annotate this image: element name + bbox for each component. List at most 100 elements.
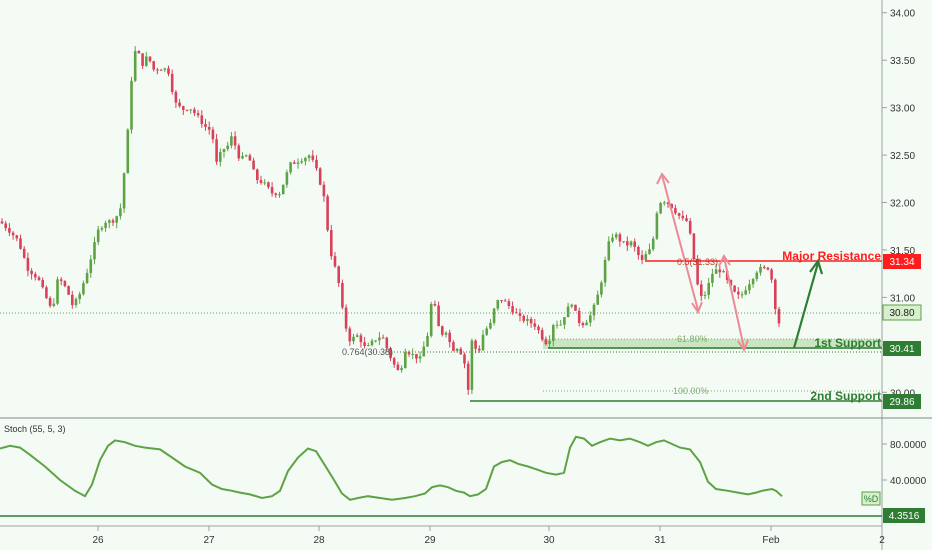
x-tick-label: 26 [92, 535, 104, 546]
candle-body [441, 326, 444, 335]
candle-body [626, 241, 629, 246]
candle-body [233, 136, 237, 146]
candle-body [226, 145, 229, 150]
candle-body [333, 256, 337, 267]
stoch-series-tag [861, 491, 881, 506]
candle-body [211, 129, 215, 140]
candle-body [145, 56, 148, 66]
candle-body [526, 318, 529, 321]
second-support-label: 2nd Support [810, 389, 881, 403]
x-tick-label: 30 [543, 535, 555, 546]
candle-body [22, 248, 26, 258]
x-tick-label: 27 [203, 535, 215, 546]
candle-body [355, 335, 359, 337]
x-axis-ticks: 26 27 28 29 30 31 Feb 2 [92, 526, 885, 546]
support-zone [543, 339, 882, 349]
candle-body [729, 279, 733, 286]
candle-body [603, 260, 607, 283]
candle-body [82, 283, 85, 295]
candle-body [492, 308, 496, 323]
candle-body [474, 340, 477, 349]
candle-body [522, 316, 525, 321]
candle-body [56, 279, 59, 304]
swing-arrows [656, 172, 749, 353]
candle-body [119, 208, 122, 217]
candle-body [378, 337, 381, 341]
candle-body [463, 354, 466, 364]
candle-body [404, 352, 407, 369]
candle-body [496, 300, 500, 309]
candle-body [207, 126, 211, 130]
candle-body [407, 352, 411, 355]
candle-body [341, 282, 344, 308]
candle-body [633, 241, 636, 247]
candle-body [115, 216, 118, 223]
candle-body [344, 307, 348, 329]
candle-body [381, 337, 385, 339]
candle-body [685, 218, 688, 222]
candle-body [141, 53, 144, 66]
candle-body [237, 145, 241, 159]
candle-body [178, 102, 181, 107]
candle-body [11, 232, 15, 236]
candle-body [100, 227, 104, 230]
swing-arrow-down-2 [723, 256, 745, 349]
candle-body [666, 202, 670, 204]
candle-body [156, 69, 159, 71]
first-support-badge [883, 341, 921, 356]
candle-body [111, 220, 115, 223]
candle-body [300, 161, 303, 163]
candle-body [241, 156, 244, 159]
candle-body [762, 267, 766, 269]
candle-body [600, 282, 603, 295]
candle-body [722, 270, 725, 273]
candle-body [359, 335, 363, 343]
candle-body [452, 342, 455, 351]
candle-body [352, 336, 355, 342]
candle-body [614, 234, 618, 238]
first-support-label: 1st Support [814, 336, 881, 350]
candle-body [500, 300, 503, 302]
candle-body [411, 353, 414, 355]
candle-body [318, 168, 322, 185]
candle-body [585, 322, 588, 326]
candle-body [459, 348, 463, 355]
candle-body [130, 80, 133, 130]
candle-body [570, 304, 574, 307]
candle-body [700, 284, 703, 296]
candle-body [455, 348, 459, 351]
candle-body [622, 241, 625, 243]
candle-body [637, 246, 640, 256]
candle-body [67, 286, 70, 295]
candle-body [696, 258, 699, 285]
major-resistance-badge [883, 254, 921, 269]
y-tick-label: 31.00 [890, 293, 915, 304]
candle-body [711, 273, 714, 283]
candle-body [19, 238, 22, 249]
candle-body [559, 324, 562, 326]
candle-body [59, 279, 63, 281]
candle-body [363, 342, 366, 346]
candle-body [182, 106, 185, 110]
y-tick-label: 30.00 [890, 388, 915, 399]
candle-body [204, 124, 207, 127]
last-price-badge [882, 304, 922, 321]
candle-body [751, 279, 755, 285]
stoch-tick-label: 40.0000 [890, 476, 927, 487]
candle-body [196, 113, 200, 116]
fib-0764-annotation: 0.764(30.38) [342, 347, 393, 357]
candle-body [759, 267, 762, 273]
candle-body [485, 328, 488, 335]
candle-body [137, 51, 141, 54]
candle-body [540, 330, 544, 340]
candle-body [222, 149, 226, 153]
candle-body [466, 363, 470, 390]
candle-body [422, 346, 426, 357]
candle-body [470, 340, 474, 390]
fib-05-annotation: 0.5(31.33) [677, 257, 718, 267]
projection-arrow [792, 258, 824, 349]
candle-body [267, 182, 270, 188]
candle-body [104, 222, 107, 228]
swing-arrow-head-up-2 [718, 254, 731, 267]
